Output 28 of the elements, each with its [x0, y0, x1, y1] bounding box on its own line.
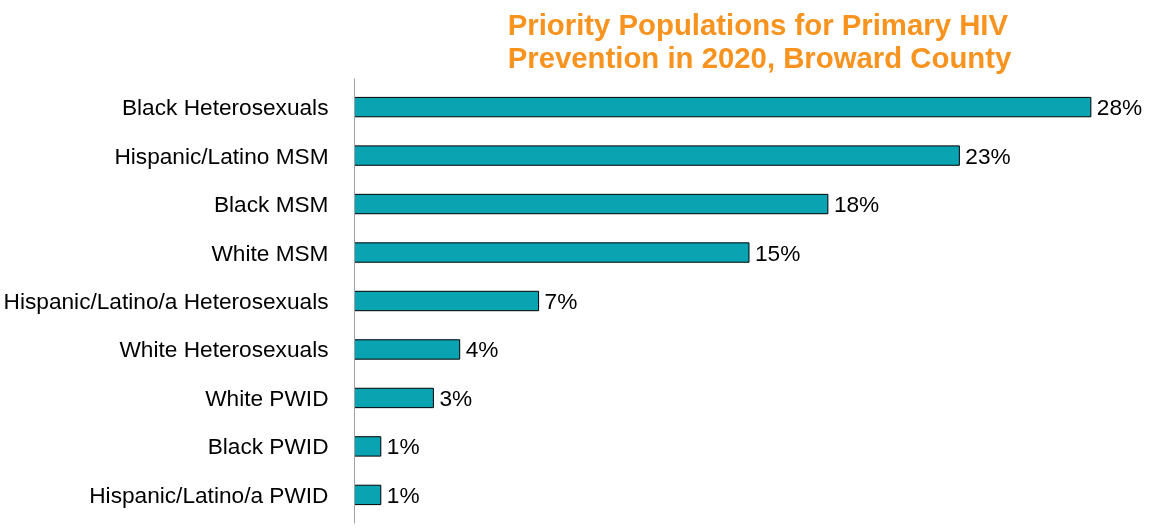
data-label: 15%	[754, 239, 801, 266]
bar	[354, 145, 960, 166]
bar	[354, 484, 382, 506]
y-tick-label: Black PWID	[207, 433, 329, 460]
data-label: 28%	[1096, 94, 1143, 121]
y-tick-label: White Heterosexuals	[119, 336, 329, 363]
y-tick-label: Hispanic/Latino MSM	[114, 142, 329, 169]
data-label: 18%	[833, 191, 880, 218]
y-tick-label: Hispanic/Latino/a Heterosexuals	[3, 288, 329, 314]
data-label: 1%	[386, 433, 420, 460]
data-label: 3%	[439, 384, 473, 411]
bar	[354, 339, 461, 360]
data-label: 4%	[465, 336, 499, 363]
bar	[354, 436, 382, 457]
y-tick-label: Hispanic/Latino/a PWID	[89, 481, 329, 508]
y-tick-label: White PWID	[205, 384, 329, 411]
y-tick-label: White MSM	[211, 239, 329, 266]
chart-title: Priority Populations for Primary HIV Prevention in 2020, Broward County	[507, 7, 1012, 74]
bar	[354, 193, 829, 215]
y-tick-label: Black Heterosexuals	[121, 94, 329, 121]
bar	[354, 96, 1092, 118]
data-label: 23%	[965, 142, 1011, 169]
bar	[354, 387, 434, 409]
data-label: 7%	[544, 288, 578, 314]
bar	[354, 242, 750, 263]
bar	[354, 290, 540, 312]
y-tick-label: Black MSM	[213, 191, 329, 218]
data-label: 1%	[386, 481, 420, 508]
